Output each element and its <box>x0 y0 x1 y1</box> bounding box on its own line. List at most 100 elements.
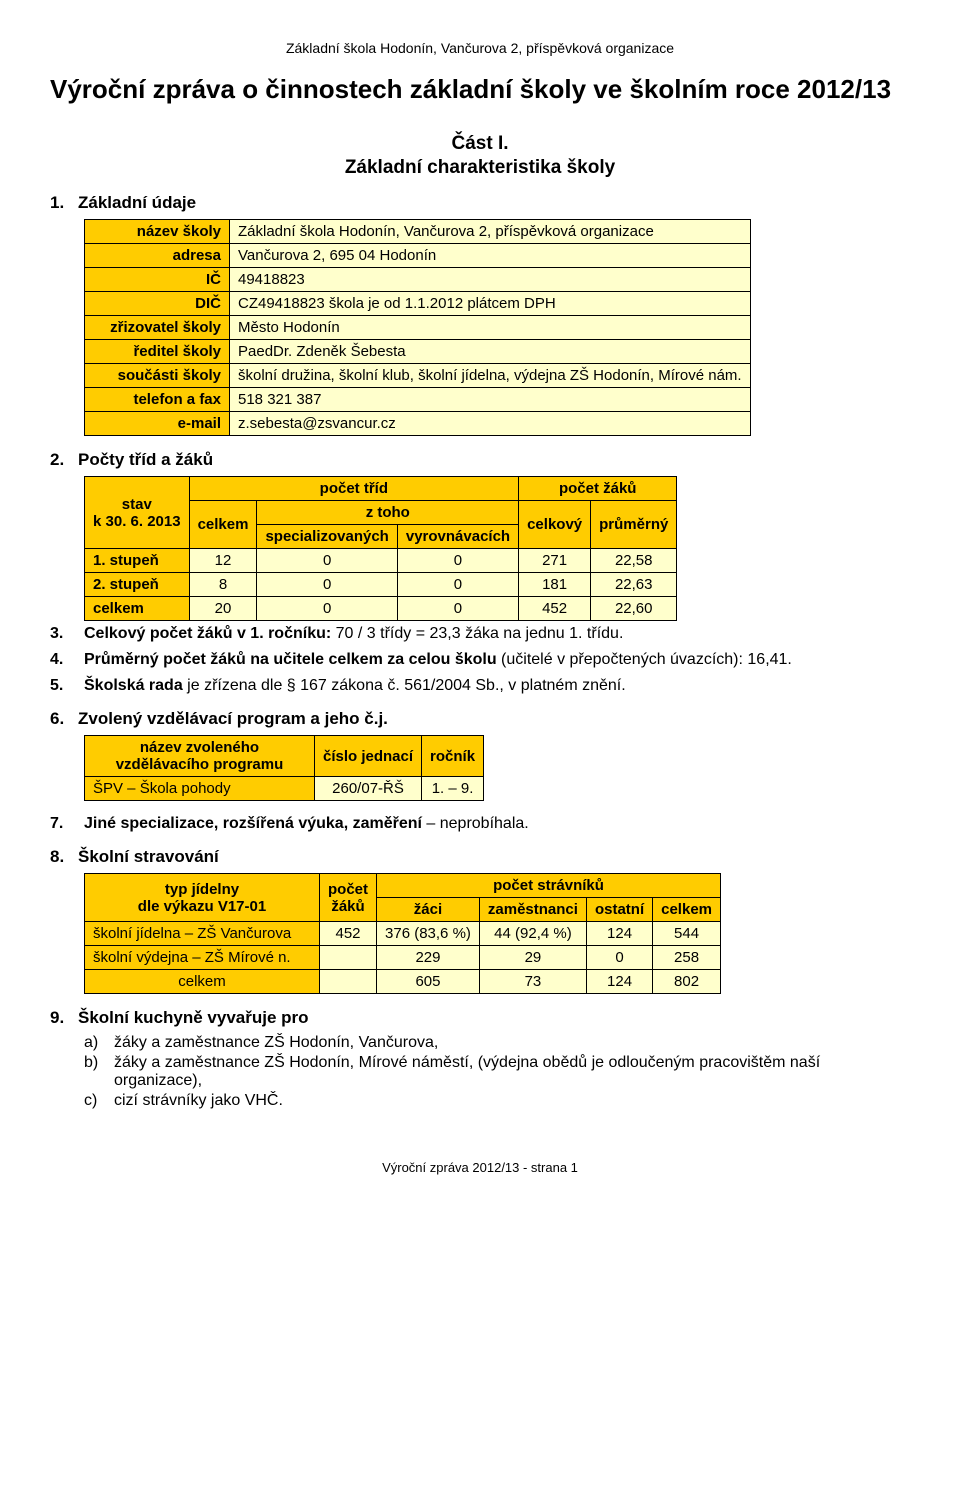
main-title: Výroční zpráva o činnostech základní ško… <box>50 74 910 105</box>
s5-bold: Školská rada <box>84 677 183 694</box>
org-header: Základní škola Hodonín, Vančurova 2, pří… <box>50 40 910 56</box>
hdr-pocet-trid: počet tříd <box>189 477 519 501</box>
kv-row: IČ49418823 <box>85 268 751 292</box>
s3-rest: 70 / 3 třídy = 23,3 žáka na jednu 1. tří… <box>331 625 623 642</box>
section-1-num: 1. <box>50 193 78 213</box>
kv-key: adresa <box>85 244 230 268</box>
meal-cell: 376 (83,6 %) <box>377 922 480 946</box>
s7-num: 7. <box>50 815 84 833</box>
s3-bold: Celkový počet žáků v 1. ročníku: <box>84 625 331 642</box>
students-row: 1. stupeň120027122,58 <box>85 549 677 573</box>
kv-value: Město Hodonín <box>230 316 751 340</box>
hdr-celkovy: celkový <box>519 501 591 549</box>
kv-row: telefon a fax518 321 387 <box>85 388 751 412</box>
list-letter: b) <box>84 1054 114 1090</box>
kv-value: CZ49418823 škola je od 1.1.2012 plátcem … <box>230 292 751 316</box>
kv-row: název školyZákladní škola Hodonín, Vanču… <box>85 220 751 244</box>
cell: 22,58 <box>591 549 677 573</box>
list-text: cizí strávníky jako VHČ. <box>114 1092 910 1110</box>
kitchen-list-item: c)cizí strávníky jako VHČ. <box>84 1092 910 1110</box>
cell: 0 <box>257 573 397 597</box>
section-9-heading: 9.Školní kuchyně vyvařuje pro <box>50 1008 910 1028</box>
section-3: 3.Celkový počet žáků v 1. ročníku: 70 / … <box>50 625 910 643</box>
meal-cell: 452 <box>320 922 377 946</box>
prog-cj: 260/07-ŘŠ <box>315 777 422 801</box>
students-row: 2. stupeň80018122,63 <box>85 573 677 597</box>
part-label: Část I. <box>50 133 910 155</box>
section-6-heading: 6.Zvolený vzdělávací program a jeho č.j. <box>50 709 910 729</box>
s8-title: Školní stravování <box>78 847 219 866</box>
meal-hdr-celk: celkem <box>653 898 721 922</box>
section-2-heading: 2.Počty tříd a žáků <box>50 450 910 470</box>
meal-cell: 258 <box>653 946 721 970</box>
hdr-spec: specializovaných <box>257 525 397 549</box>
meal-cell: 802 <box>653 970 721 994</box>
cell: 22,60 <box>591 597 677 621</box>
kv-key: telefon a fax <box>85 388 230 412</box>
kv-key: ředitel školy <box>85 340 230 364</box>
section-1-title: Základní údaje <box>78 193 196 212</box>
kv-row: zřizovatel školyMěsto Hodonín <box>85 316 751 340</box>
meal-cell: 124 <box>586 970 652 994</box>
prog-hdr-rocnik: ročník <box>422 736 484 777</box>
page-footer: Výroční zpráva 2012/13 - strana 1 <box>50 1160 910 1175</box>
s7-bold: Jiné specializace, rozšířená výuka, zamě… <box>84 815 422 832</box>
s9-num: 9. <box>50 1008 78 1028</box>
kv-value: z.sebesta@zsvancur.cz <box>230 412 751 436</box>
section-2-title: Počty tříd a žáků <box>78 450 213 469</box>
kv-row: součásti školyškolní družina, školní klu… <box>85 364 751 388</box>
prog-rocnik: 1. – 9. <box>422 777 484 801</box>
s3-num: 3. <box>50 625 84 643</box>
basic-info-table: název školyZákladní škola Hodonín, Vanču… <box>84 219 751 436</box>
part-subtitle: Základní charakteristika školy <box>50 157 910 179</box>
section-4: 4.Průměrný počet žáků na učitele celkem … <box>50 651 910 669</box>
s5-rest: je zřízena dle § 167 zákona č. 561/2004 … <box>183 677 626 694</box>
meal-label: celkem <box>85 970 320 994</box>
meal-hdr-zam: zaměstnanci <box>479 898 586 922</box>
s6-title: Zvolený vzdělávací program a jeho č.j. <box>78 709 388 728</box>
stav-l2: k 30. 6. 2013 <box>93 513 181 530</box>
s5-num: 5. <box>50 677 84 695</box>
meal-cell: 0 <box>586 946 652 970</box>
meal-hdr-stravniku: počet strávníků <box>377 874 721 898</box>
cell: 181 <box>519 573 591 597</box>
s4-rest: (učitelé v přepočtených úvazcích): 16,41… <box>497 651 792 668</box>
kv-row: ředitel školyPaedDr. Zdeněk Šebesta <box>85 340 751 364</box>
list-letter: c) <box>84 1092 114 1110</box>
s6-num: 6. <box>50 709 78 729</box>
kv-value: Základní škola Hodonín, Vančurova 2, pří… <box>230 220 751 244</box>
students-table: stav k 30. 6. 2013 počet tříd počet žáků… <box>84 476 677 621</box>
hdr-vyrov: vyrovnávacích <box>397 525 518 549</box>
list-text: žáky a zaměstnance ZŠ Hodonín, Vančurova… <box>114 1034 910 1052</box>
cell: 2. stupeň <box>85 573 190 597</box>
cell: 0 <box>397 573 518 597</box>
meal-cell: 544 <box>653 922 721 946</box>
hdr-celkem: celkem <box>189 501 257 549</box>
s9-title: Školní kuchyně vyvařuje pro <box>78 1008 309 1027</box>
meal-row: školní jídelna – ZŠ Vančurova452376 (83,… <box>85 922 721 946</box>
kv-key: součásti školy <box>85 364 230 388</box>
cell: 20 <box>189 597 257 621</box>
cell: 0 <box>397 597 518 621</box>
prog-hdr-cj: číslo jednací <box>315 736 422 777</box>
s7-rest: – neprobíhala. <box>422 815 529 832</box>
kv-key: zřizovatel školy <box>85 316 230 340</box>
prog-hdr-name: název zvoleného vzdělávacího programu <box>85 736 315 777</box>
program-table: název zvoleného vzdělávacího programu čí… <box>84 735 484 801</box>
list-letter: a) <box>84 1034 114 1052</box>
meal-cell: 229 <box>377 946 480 970</box>
meal-label: školní výdejna – ZŠ Mírové n. <box>85 946 320 970</box>
meal-hdr-zaci: žáci <box>377 898 480 922</box>
s8-num: 8. <box>50 847 78 867</box>
prog-name: ŠPV – Škola pohody <box>85 777 315 801</box>
kv-key: název školy <box>85 220 230 244</box>
section-5: 5.Školská rada je zřízena dle § 167 záko… <box>50 677 910 695</box>
meal-hdr-pocet1: počet <box>328 881 368 898</box>
section-8-heading: 8.Školní stravování <box>50 847 910 867</box>
meal-cell: 44 (92,4 %) <box>479 922 586 946</box>
kv-row: e-mailz.sebesta@zsvancur.cz <box>85 412 751 436</box>
meal-hdr-pocet2: žáků <box>331 898 364 915</box>
meal-table: typ jídelny dle výkazu V17-01 počet žáků… <box>84 873 721 994</box>
stav-l1: stav <box>122 496 152 513</box>
kv-value: 49418823 <box>230 268 751 292</box>
